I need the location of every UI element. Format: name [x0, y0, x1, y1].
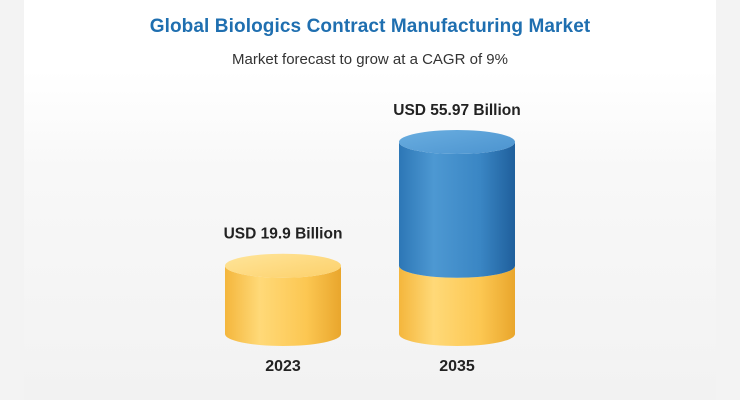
chart-subtitle: Market forecast to grow at a CAGR of 9% [232, 51, 508, 68]
cylinder-2023-segment-1 [225, 253, 341, 346]
cylinder-2035-segment-1 [399, 265, 515, 346]
cylinder-2035-segment-2 [399, 130, 515, 278]
chart-card: Global Biologics Contract Manufacturing … [24, 0, 716, 400]
chart-title: Global Biologics Contract Manufacturing … [149, 16, 591, 37]
value-label-2023: USD 19.9 Billion [224, 226, 343, 243]
value-label-2035: USD 55.97 Billion [393, 102, 520, 119]
category-label-2023: 2023 [265, 358, 301, 375]
category-label-2035: 2035 [439, 358, 475, 375]
